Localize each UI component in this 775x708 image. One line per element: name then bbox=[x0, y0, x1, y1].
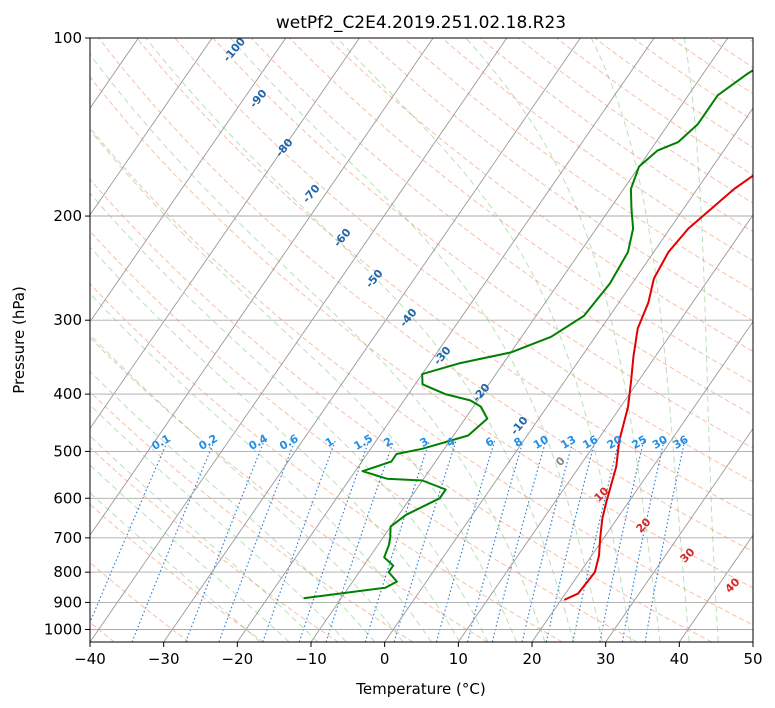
mixing-ratio-line bbox=[90, 440, 169, 624]
dry-adiabat bbox=[250, 38, 753, 416]
mixing-ratio-line bbox=[364, 440, 431, 642]
y-axis-label: Pressure (hPa) bbox=[10, 286, 28, 394]
plot-frame bbox=[89, 37, 754, 643]
x-tick-label: 10 bbox=[449, 650, 468, 668]
x-tick-label: 40 bbox=[670, 650, 689, 668]
mixing-ratio-line bbox=[262, 440, 336, 642]
moist-adiabat bbox=[90, 492, 261, 642]
x-tick-label: 20 bbox=[522, 650, 541, 668]
x-axis-label: Temperature (°C) bbox=[355, 680, 485, 698]
x-axis-ticks: −40 −30 −20 −10 0 10 20 30 40 50 bbox=[74, 642, 763, 668]
isobar-gridlines bbox=[90, 38, 753, 630]
profile-lines bbox=[303, 69, 753, 601]
isotherm bbox=[90, 38, 213, 216]
dry-adiabat bbox=[90, 336, 488, 642]
chart-title: wetPf2_C2E4.2019.251.02.18.R23 bbox=[276, 13, 566, 33]
y-tick-label: 300 bbox=[53, 311, 82, 329]
x-tick-label: −30 bbox=[148, 650, 180, 668]
mixing-ratio-line bbox=[599, 440, 645, 642]
isotherm bbox=[678, 534, 753, 642]
dry-adiabat bbox=[90, 127, 753, 626]
mixing-ratio-line bbox=[491, 440, 547, 642]
moist-adiabat bbox=[465, 38, 661, 642]
mixing-ratio-lines bbox=[90, 440, 686, 642]
skewed-isotherms bbox=[90, 38, 753, 642]
isotherm bbox=[384, 107, 753, 642]
moist-adiabats bbox=[90, 38, 719, 642]
x-tick-label: 50 bbox=[743, 650, 762, 668]
dry-adiabat bbox=[403, 38, 753, 291]
dry-adiabat bbox=[90, 561, 190, 642]
moist-adiabat bbox=[230, 38, 603, 642]
mixing-ratio-line bbox=[621, 440, 665, 642]
y-tick-label: 100 bbox=[53, 29, 82, 47]
y-tick-label: 900 bbox=[53, 593, 82, 611]
isotherm bbox=[90, 38, 360, 430]
moist-adiabat bbox=[90, 192, 489, 642]
dry-adiabats bbox=[90, 38, 753, 642]
y-tick-label: 800 bbox=[53, 563, 82, 581]
mixing-ratio-line bbox=[644, 440, 686, 642]
y-axis-ticks: 100 200 300 400 500 600 700 800 900 1000 bbox=[44, 29, 90, 638]
y-tick-label: 600 bbox=[53, 489, 82, 507]
y-tick-label: 700 bbox=[53, 529, 82, 547]
dry-adiabat bbox=[365, 38, 753, 322]
y-tick-label: 200 bbox=[53, 207, 82, 225]
isotherm bbox=[531, 320, 753, 642]
moist-adiabat bbox=[336, 38, 632, 642]
x-tick-label: −20 bbox=[222, 650, 254, 668]
isotherm bbox=[90, 38, 434, 536]
moist-adiabat bbox=[90, 292, 432, 642]
x-tick-label: −10 bbox=[295, 650, 327, 668]
moist-adiabat bbox=[90, 464, 290, 642]
mixing-ratio-line bbox=[545, 440, 596, 642]
moist-adiabat bbox=[90, 246, 461, 642]
moist-adiabat bbox=[590, 38, 690, 642]
mixing-ratio-line bbox=[572, 440, 620, 642]
moist-adiabat bbox=[90, 370, 376, 642]
isotherm bbox=[605, 427, 753, 642]
moist-adiabat bbox=[90, 435, 319, 642]
moist-adiabat bbox=[90, 129, 517, 642]
moist-adiabat bbox=[145, 38, 575, 642]
profile-line-1 bbox=[303, 69, 753, 600]
profile-line-0 bbox=[564, 174, 753, 601]
x-tick-label: 0 bbox=[380, 650, 390, 668]
y-tick-label: 400 bbox=[53, 385, 82, 403]
mixing-ratio-line bbox=[218, 440, 296, 642]
isotherm bbox=[90, 38, 287, 323]
y-tick-label: 500 bbox=[53, 442, 82, 460]
dry-adiabat bbox=[90, 283, 563, 642]
isotherm bbox=[457, 214, 753, 642]
isotherm bbox=[163, 38, 581, 642]
mixing-ratio-line bbox=[521, 440, 574, 642]
isotherm bbox=[236, 38, 655, 642]
dry-adiabat bbox=[90, 230, 638, 642]
x-tick-label: 30 bbox=[596, 650, 615, 668]
x-tick-label: −40 bbox=[74, 650, 106, 668]
y-tick-label: 1000 bbox=[44, 620, 82, 638]
moist-adiabat bbox=[90, 333, 404, 642]
dry-adiabat bbox=[136, 38, 753, 517]
isotherm bbox=[310, 38, 729, 642]
mixing-ratio-line bbox=[466, 440, 524, 642]
moist-adiabat bbox=[90, 53, 546, 642]
dry-adiabat bbox=[90, 178, 712, 642]
mixing-ratio-line bbox=[435, 440, 496, 642]
moist-adiabat bbox=[683, 38, 719, 642]
dry-adiabat bbox=[212, 38, 753, 449]
isotherm bbox=[90, 38, 508, 642]
